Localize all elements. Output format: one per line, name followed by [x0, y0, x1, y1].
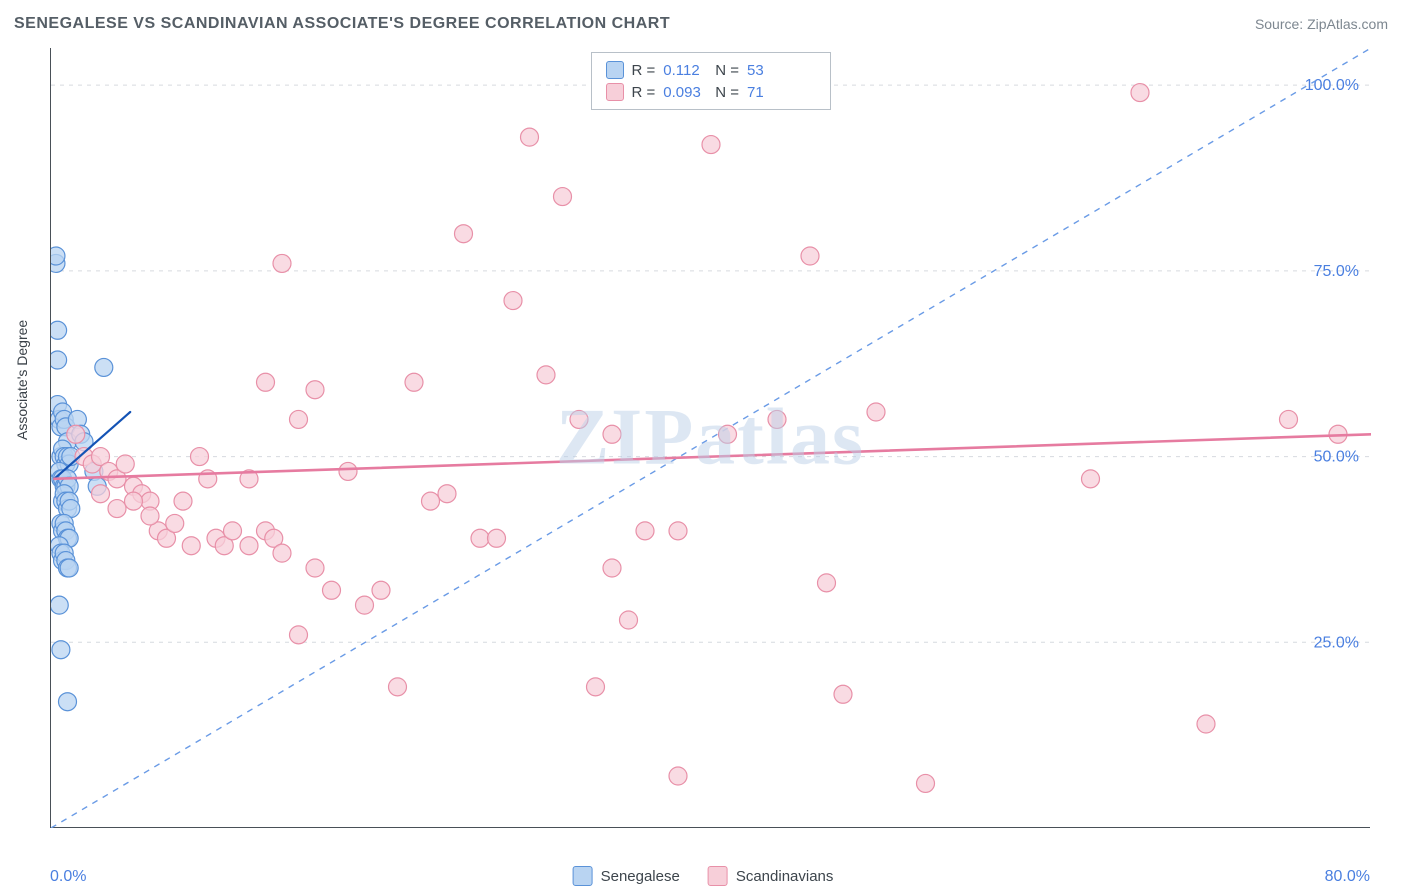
- stat-r-value: 0.112: [663, 62, 707, 79]
- legend-swatch: [606, 83, 624, 101]
- bottom-legend: Senegalese Scandinavians: [573, 866, 834, 886]
- legend-swatch: [708, 866, 728, 886]
- legend-label: Senegalese: [601, 868, 680, 885]
- svg-text:50.0%: 50.0%: [1314, 449, 1359, 466]
- stats-legend-box: R = 0.112 N = 53 R = 0.093 N = 71: [591, 52, 831, 110]
- source-credit: Source: ZipAtlas.com: [1255, 16, 1388, 32]
- header: SENEGALESE VS SCANDINAVIAN ASSOCIATE'S D…: [0, 0, 1406, 48]
- chart-title: SENEGALESE VS SCANDINAVIAN ASSOCIATE'S D…: [14, 15, 670, 33]
- stat-n-value: 53: [747, 62, 764, 79]
- stat-r-label: R =: [632, 62, 656, 79]
- stat-row: R = 0.112 N = 53: [606, 59, 816, 81]
- stat-r-value: 0.093: [663, 84, 707, 101]
- legend-swatch: [606, 61, 624, 79]
- x-axis-min-label: 0.0%: [50, 868, 86, 886]
- legend-item: Scandinavians: [708, 866, 834, 886]
- stat-n-label: N =: [715, 62, 739, 79]
- svg-text:25.0%: 25.0%: [1314, 634, 1359, 651]
- y-axis-label: Associate's Degree: [14, 320, 30, 440]
- stat-n-value: 71: [747, 84, 764, 101]
- stat-row: R = 0.093 N = 71: [606, 81, 816, 103]
- x-axis-max-label: 80.0%: [1325, 868, 1370, 886]
- chart-plot-area: 25.0%50.0%75.0%100.0% ZIPatlas R =0.112N…: [50, 48, 1370, 828]
- stat-n-label: N =: [715, 84, 739, 101]
- scatter-plot-svg: 25.0% 50.0% 75.0% 100.0%: [51, 48, 1371, 828]
- legend-swatch: [573, 866, 593, 886]
- svg-text:100.0%: 100.0%: [1305, 77, 1359, 94]
- legend-item: Senegalese: [573, 866, 680, 886]
- stat-r-label: R =: [632, 84, 656, 101]
- legend-label: Scandinavians: [736, 868, 834, 885]
- svg-text:75.0%: 75.0%: [1314, 263, 1359, 280]
